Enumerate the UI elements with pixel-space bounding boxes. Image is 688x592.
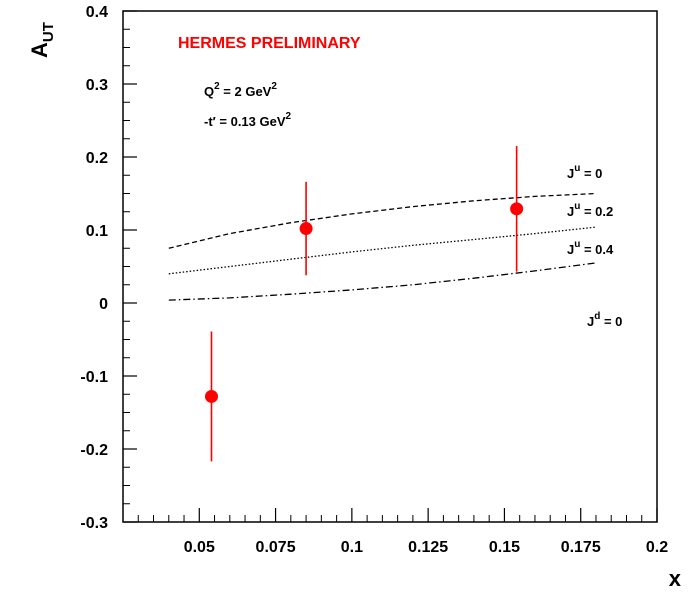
- curve-label-ju-0-4: Ju = 0.4: [567, 239, 614, 257]
- x-axis-title: x: [669, 566, 682, 591]
- x-tick-label: 0.175: [561, 539, 601, 556]
- y-tick-label: 0.4: [86, 4, 108, 21]
- data-point: [510, 202, 524, 216]
- x-tick-label: 0.1: [341, 539, 363, 556]
- data-points: [204, 146, 524, 462]
- x-tick-labels: 0.05 0.075 0.1 0.125 0.15 0.175 0.2: [184, 539, 669, 556]
- y-tick-label: 0: [99, 296, 108, 313]
- y-tick-label: -0.1: [80, 369, 108, 386]
- data-point: [299, 222, 313, 236]
- model-curve-dashdot: [168, 262, 597, 301]
- preliminary-label: HERMES PRELIMINARY: [178, 35, 361, 52]
- model-curve-dashed: [168, 192, 597, 249]
- axis-ticks: [122, 10, 658, 523]
- y-tick-label: -0.2: [80, 442, 108, 459]
- curve-label-ju-0-2: Ju = 0.2: [567, 201, 613, 219]
- x-tick-label: 0.15: [489, 539, 520, 556]
- model-curves: [168, 192, 597, 301]
- curve-label-jd-0: Jd = 0: [587, 311, 622, 329]
- curve-label-ju-0: Ju = 0: [567, 163, 602, 181]
- x-tick-label: 0.125: [408, 539, 448, 556]
- y-tick-label: 0.1: [86, 223, 108, 240]
- x-tick-label: 0.075: [256, 539, 296, 556]
- q2-label: Q2 = 2 GeV2: [204, 81, 277, 99]
- x-tick-label: 0.2: [646, 539, 668, 556]
- model-curve-dotted: [168, 226, 597, 275]
- y-tick-label: -0.3: [80, 515, 108, 532]
- data-point: [204, 389, 218, 403]
- y-tick-labels: -0.3 -0.2 -0.1 0 0.1 0.2 0.3 0.4: [80, 4, 108, 532]
- t-label: -t′ = 0.13 GeV2: [204, 111, 292, 129]
- y-tick-label: 0.2: [86, 150, 108, 167]
- y-tick-label: 0.3: [86, 77, 108, 94]
- y-axis-title: AUT: [27, 22, 57, 58]
- x-tick-label: 0.05: [184, 539, 215, 556]
